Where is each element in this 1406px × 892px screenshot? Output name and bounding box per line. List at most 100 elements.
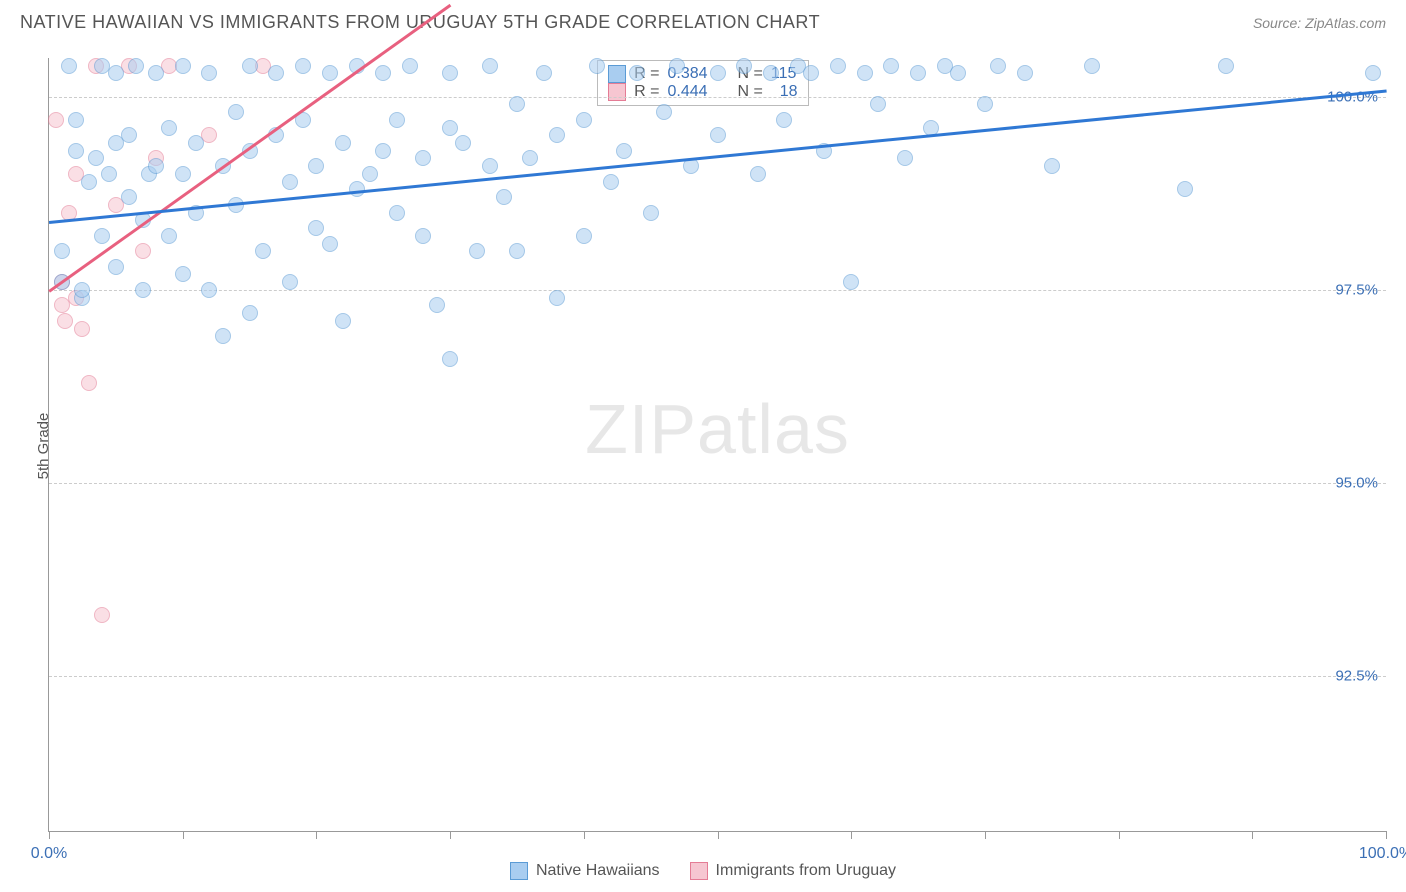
point-blue [108,259,124,275]
legend-item-blue: Native Hawaiians [510,862,660,880]
source-label: Source: ZipAtlas.com [1253,15,1386,31]
point-blue [88,150,104,166]
y-tick-label: 95.0% [1335,475,1378,492]
point-blue [68,112,84,128]
point-blue [54,243,70,259]
point-blue [710,127,726,143]
x-tick-mark [316,831,317,839]
chart-title: NATIVE HAWAIIAN VS IMMIGRANTS FROM URUGU… [20,12,820,33]
point-blue [255,243,271,259]
point-blue [161,120,177,136]
swatch-pink [690,862,708,880]
swatch-blue [510,862,528,880]
x-tick-label: 0.0% [31,845,67,863]
point-blue [830,58,846,74]
point-blue [282,274,298,290]
point-blue [857,65,873,81]
point-blue [750,166,766,182]
stats-legend-box: R =0.384 N =115R =0.444 N = 18 [597,60,808,106]
point-blue [629,65,645,81]
point-blue [402,58,418,74]
point-blue [1017,65,1033,81]
point-blue [135,282,151,298]
swatch-pink [608,83,626,101]
point-blue [188,135,204,151]
point-blue [669,58,685,74]
point-blue [509,96,525,112]
point-blue [496,189,512,205]
point-blue [322,65,338,81]
point-blue [148,158,164,174]
point-blue [175,266,191,282]
point-blue [776,112,792,128]
legend-label-blue: Native Hawaiians [536,862,660,880]
point-blue [61,58,77,74]
point-blue [148,65,164,81]
x-tick-mark [1252,831,1253,839]
point-blue [128,58,144,74]
point-pink [135,243,151,259]
point-blue [1044,158,1060,174]
point-blue [242,58,258,74]
scatter-plot: ZIPatlas R =0.384 N =115R =0.444 N = 18 … [48,58,1386,832]
point-blue [870,96,886,112]
point-blue [335,313,351,329]
point-blue [375,143,391,159]
y-tick-label: 97.5% [1335,281,1378,298]
grid-line [49,97,1386,98]
point-blue [161,228,177,244]
point-blue [977,96,993,112]
point-blue [74,282,90,298]
point-blue [763,65,779,81]
point-blue [201,65,217,81]
point-blue [643,205,659,221]
point-pink [57,313,73,329]
swatch-blue [608,65,626,83]
point-blue [375,65,391,81]
point-blue [295,58,311,74]
point-blue [362,166,378,182]
point-blue [94,228,110,244]
grid-line [49,290,1386,291]
point-blue [201,282,217,298]
x-tick-mark [183,831,184,839]
point-blue [616,143,632,159]
point-blue [509,243,525,259]
x-tick-mark [49,831,50,839]
point-blue [415,228,431,244]
y-tick-label: 92.5% [1335,668,1378,685]
point-blue [228,104,244,120]
point-blue [442,120,458,136]
point-blue [175,58,191,74]
point-blue [415,150,431,166]
point-pink [81,375,97,391]
point-blue [389,205,405,221]
point-blue [482,58,498,74]
point-blue [322,236,338,252]
point-blue [121,127,137,143]
point-blue [710,65,726,81]
x-tick-label: 100.0% [1359,845,1406,863]
point-blue [803,65,819,81]
point-pink [48,112,64,128]
bottom-legend: Native Hawaiians Immigrants from Uruguay [0,862,1406,880]
point-blue [950,65,966,81]
x-tick-mark [584,831,585,839]
point-blue [268,65,284,81]
point-blue [389,112,405,128]
point-blue [576,228,592,244]
point-blue [1218,58,1234,74]
point-blue [736,58,752,74]
x-tick-mark [450,831,451,839]
point-pink [74,321,90,337]
point-blue [843,274,859,290]
legend-label-pink: Immigrants from Uruguay [716,862,897,880]
point-blue [68,143,84,159]
point-blue [576,112,592,128]
point-blue [1084,58,1100,74]
point-blue [81,174,97,190]
point-blue [121,189,137,205]
point-blue [549,127,565,143]
point-blue [897,150,913,166]
point-blue [536,65,552,81]
